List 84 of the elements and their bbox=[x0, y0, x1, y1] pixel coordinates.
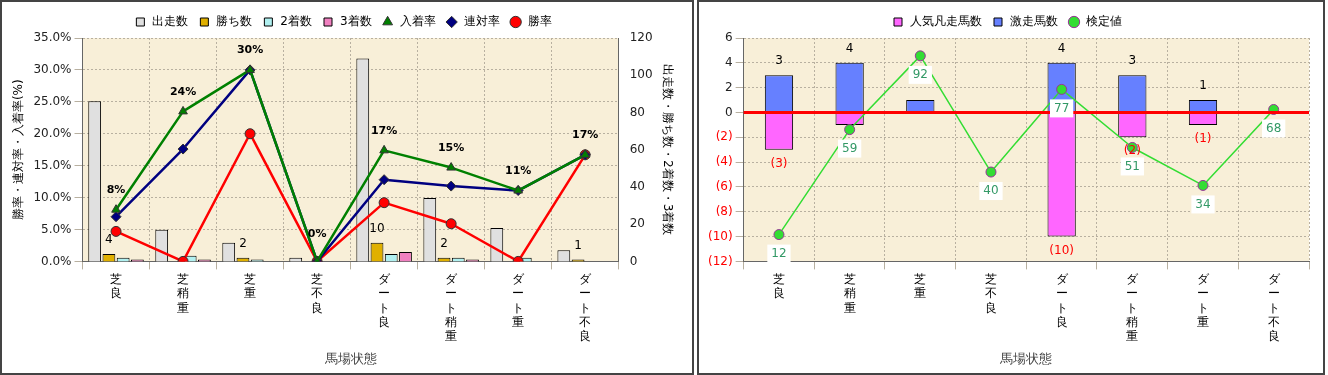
data-label: 11% bbox=[504, 163, 532, 177]
data-label: 2 bbox=[239, 235, 247, 250]
x-tick-label: ダート不良 bbox=[579, 271, 593, 344]
data-label: 24% bbox=[169, 84, 197, 98]
legend-label: 入着率 bbox=[399, 14, 436, 29]
y-tick-label: 30.0% bbox=[33, 62, 72, 77]
x-tick-label: 芝稍重 bbox=[843, 271, 856, 315]
y-axis-title: 勝率・連対率・入着率(%) bbox=[11, 79, 26, 221]
y-tick-label: 2 bbox=[724, 79, 733, 94]
data-label: 10 bbox=[369, 220, 385, 235]
x-tick-label: 芝稍重 bbox=[177, 271, 190, 315]
data-label: 92 bbox=[912, 67, 928, 81]
data-label: 59 bbox=[842, 140, 858, 155]
data-label: (3) bbox=[770, 155, 788, 170]
y-tick-label: 5.0% bbox=[41, 221, 72, 236]
data-label: (10) bbox=[1049, 242, 1074, 257]
data-label: 4 bbox=[1057, 40, 1066, 55]
data-label: 12 bbox=[771, 245, 787, 260]
x-tick-label: 芝重 bbox=[914, 271, 927, 301]
data-label: 77 bbox=[1054, 100, 1070, 115]
data-label: 17% bbox=[370, 123, 398, 137]
x-tick-label: ダート良 bbox=[378, 271, 392, 329]
legend-label: 2着数 bbox=[280, 14, 313, 29]
data-label: 0% bbox=[307, 226, 327, 240]
data-label: 1 bbox=[1199, 78, 1207, 93]
data-label: 17% bbox=[572, 128, 599, 142]
y2-axis-title: 出走数・勝ち数・2着数・3着数 bbox=[660, 64, 675, 236]
legend-label: 勝ち数 bbox=[216, 14, 253, 29]
data-label: 3 bbox=[1128, 53, 1137, 68]
legend-label: 連対率 bbox=[463, 14, 500, 29]
y-tick-label: 25.0% bbox=[33, 93, 72, 108]
x-tick-label: 芝重 bbox=[244, 271, 257, 301]
x-axis-title: 馬場状態 bbox=[323, 350, 377, 366]
legend-label: 人気凡走馬数 bbox=[910, 14, 982, 29]
data-label: 30% bbox=[236, 43, 264, 57]
legend-label: 出走数 bbox=[152, 14, 189, 29]
data-label: 4 bbox=[105, 232, 113, 247]
y-tick-label: 15.0% bbox=[33, 157, 72, 172]
y-tick-label: 4 bbox=[724, 54, 733, 69]
x-tick-label: 芝良 bbox=[110, 271, 123, 301]
y2-tick-label: 80 bbox=[629, 104, 645, 119]
x-tick-label: ダート稍重 bbox=[1126, 271, 1140, 344]
y2-tick-label: 120 bbox=[629, 30, 653, 45]
x-tick-label: 芝不良 bbox=[311, 271, 324, 315]
x-tick-label: 芝良 bbox=[772, 271, 785, 301]
data-label: 34 bbox=[1195, 196, 1211, 211]
y2-tick-label: 40 bbox=[629, 179, 645, 194]
y-tick-label: 0.0% bbox=[41, 253, 72, 268]
y-tick-label: 20.0% bbox=[33, 125, 72, 140]
y-tick-label: 6 bbox=[724, 30, 733, 45]
y-tick-label: 0 bbox=[724, 104, 733, 119]
y2-tick-label: 60 bbox=[629, 141, 645, 156]
y-tick-label: (4) bbox=[715, 154, 733, 169]
x-axis-title: 馬場状態 bbox=[999, 350, 1053, 366]
data-label: 8% bbox=[106, 183, 126, 197]
y2-tick-label: 0 bbox=[629, 253, 638, 268]
data-label: 4 bbox=[845, 40, 854, 55]
data-label: 68 bbox=[1266, 120, 1282, 135]
y-tick-label: (10) bbox=[707, 228, 733, 243]
data-label: 51 bbox=[1124, 158, 1140, 173]
y2-tick-label: 20 bbox=[629, 216, 645, 231]
x-tick-label: ダート良 bbox=[1055, 271, 1069, 329]
x-tick-label: ダート不良 bbox=[1267, 271, 1281, 344]
data-label: 1 bbox=[574, 237, 582, 252]
y-tick-label: (2) bbox=[715, 129, 733, 144]
legend-label: 3着数 bbox=[340, 14, 372, 29]
x-tick-label: 芝不良 bbox=[984, 271, 997, 315]
data-label: (1) bbox=[1194, 131, 1212, 145]
legend-label: 激走馬数 bbox=[1010, 14, 1058, 29]
data-label: 15% bbox=[437, 140, 465, 154]
data-label: 2 bbox=[440, 235, 448, 250]
y-tick-label: 10.0% bbox=[33, 189, 72, 204]
y-tick-label: (8) bbox=[715, 203, 733, 218]
y-tick-label: 35.0% bbox=[33, 30, 72, 45]
y-tick-label: (6) bbox=[715, 179, 733, 194]
data-label: 40 bbox=[983, 183, 999, 198]
x-tick-label: ダート稍重 bbox=[445, 271, 459, 344]
data-label: 3 bbox=[775, 53, 783, 68]
legend-label: 勝率 bbox=[527, 14, 552, 29]
x-tick-label: ダート重 bbox=[1196, 271, 1210, 329]
y-tick-label: (12) bbox=[707, 253, 733, 268]
legend-label: 検定値 bbox=[1086, 14, 1122, 29]
y2-tick-label: 100 bbox=[629, 67, 653, 82]
x-tick-label: ダート重 bbox=[512, 271, 526, 329]
